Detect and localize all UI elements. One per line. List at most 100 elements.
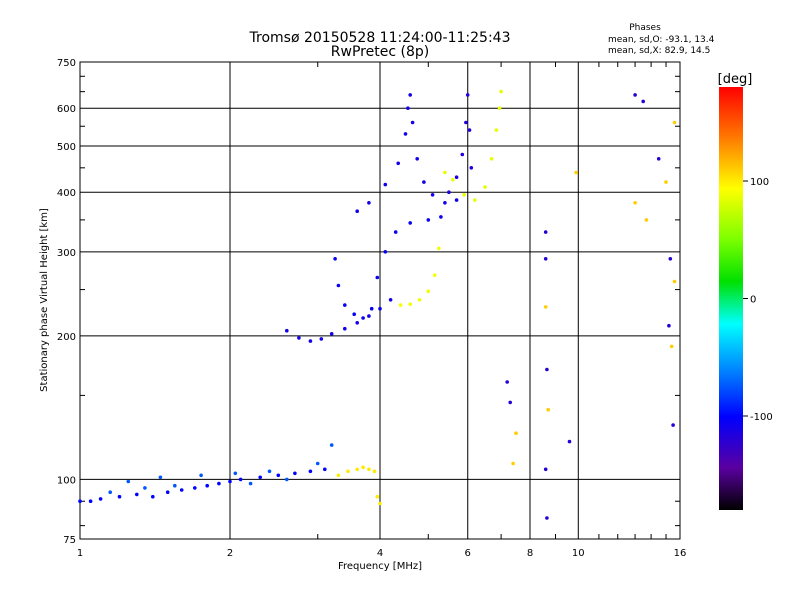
x-tick-label: 10 <box>572 548 585 559</box>
data-point <box>408 93 413 97</box>
data-point <box>179 488 184 492</box>
data-point <box>417 298 422 302</box>
data-point <box>574 170 578 175</box>
data-point <box>422 180 426 184</box>
data-point <box>143 486 147 490</box>
data-point <box>217 481 221 486</box>
data-point <box>462 193 466 197</box>
data-point <box>664 180 668 184</box>
data-point <box>165 490 170 495</box>
data-point <box>151 494 155 499</box>
data-point <box>567 439 572 444</box>
data-point <box>669 344 674 349</box>
data-point <box>285 328 289 333</box>
colorbar <box>719 87 743 510</box>
data-point <box>205 483 209 488</box>
data-point <box>469 166 474 170</box>
data-point <box>667 323 671 328</box>
data-point <box>323 467 327 472</box>
data-point <box>403 132 408 136</box>
data-point <box>454 175 459 179</box>
data-point <box>432 273 437 278</box>
data-point <box>378 306 382 311</box>
data-point <box>473 198 477 202</box>
data-point <box>333 257 337 261</box>
colorbar-tick-label: 100 <box>750 177 769 188</box>
data-point <box>297 336 301 340</box>
y-axis-title: Stationary phase Virtual Height [km] <box>39 208 50 392</box>
data-point <box>443 170 447 175</box>
data-point <box>641 99 645 104</box>
data-point <box>545 367 549 372</box>
data-point <box>439 215 443 219</box>
data-point <box>233 471 238 476</box>
data-point <box>499 89 503 94</box>
data-point <box>276 473 281 478</box>
data-point <box>361 316 365 320</box>
y-tick-label: 75 <box>63 535 76 546</box>
data-point <box>489 157 494 161</box>
data-point <box>511 461 515 466</box>
x-tick-label: 2 <box>227 548 233 559</box>
data-point <box>543 230 548 234</box>
data-point <box>451 177 455 182</box>
stats-o-mode: mean, sd,O: -93.1, 13.4 <box>608 35 715 45</box>
data-point <box>460 152 465 157</box>
data-point <box>454 198 459 202</box>
x-tick-label: 16 <box>674 548 687 559</box>
y-tick-label: 400 <box>57 188 76 199</box>
data-point <box>126 479 131 484</box>
data-point <box>464 120 468 125</box>
x-tick-label: 6 <box>465 548 471 559</box>
data-point <box>388 298 393 302</box>
data-point <box>508 400 512 405</box>
data-point <box>410 120 415 125</box>
data-point <box>336 473 341 478</box>
data-point <box>408 302 413 307</box>
data-point <box>415 157 420 161</box>
data-point <box>117 494 122 499</box>
chart-subtitle: RwPretec (8p) <box>331 44 429 60</box>
data-point <box>633 201 637 205</box>
data-point <box>408 221 413 225</box>
data-point <box>367 314 371 318</box>
data-point <box>543 257 548 261</box>
y-tick-label: 500 <box>57 142 76 153</box>
x-tick-label: 8 <box>527 548 533 559</box>
data-point <box>483 185 487 189</box>
chart-title: Tromsø 20150528 11:24:00-11:25:43 <box>249 30 511 46</box>
data-point <box>369 306 374 311</box>
data-point <box>308 339 313 343</box>
y-tick-labels: 75 100 200 300 400 500 600 750 <box>57 58 76 546</box>
data-point <box>375 494 380 499</box>
data-point <box>672 279 677 284</box>
data-point <box>545 516 549 520</box>
data-point <box>396 161 401 166</box>
data-point <box>238 477 243 482</box>
data-point <box>633 93 637 97</box>
y-tick-label: 600 <box>57 104 76 115</box>
colorbar-tick-label: 0 <box>750 295 756 306</box>
data-point <box>543 467 548 472</box>
data-point <box>98 497 103 501</box>
data-point <box>308 469 313 474</box>
data-point <box>426 218 431 222</box>
data-point <box>285 477 289 482</box>
data-point <box>672 120 677 125</box>
data-points-layer <box>78 89 677 520</box>
y-tick-label: 100 <box>57 475 76 486</box>
data-point <box>199 473 203 478</box>
data-point <box>393 230 398 234</box>
data-point <box>293 471 297 476</box>
data-point <box>426 289 431 294</box>
colorbar-tick-label: -100 <box>750 412 773 423</box>
data-point <box>352 312 357 317</box>
data-point <box>668 257 673 261</box>
stats-x-mode: mean, sd,X: 82.9, 14.5 <box>608 46 710 56</box>
data-point <box>467 128 472 132</box>
y-tick-label: 750 <box>57 58 76 69</box>
data-point <box>644 218 649 222</box>
data-point <box>443 201 447 205</box>
data-point <box>378 501 382 506</box>
data-point <box>355 467 360 472</box>
